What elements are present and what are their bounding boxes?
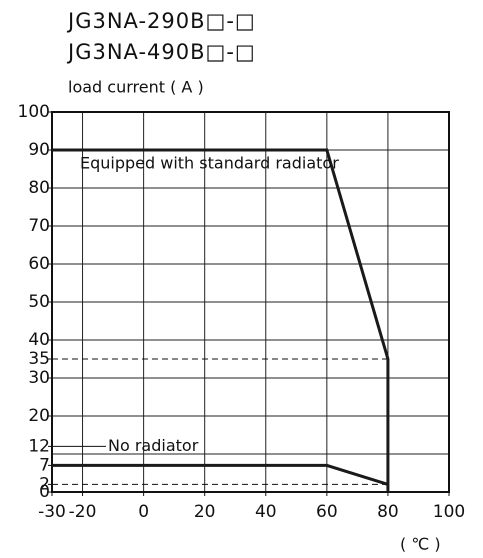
y-tick-label: 30 [28, 368, 50, 388]
y-tick-label: 60 [28, 254, 50, 274]
data-line [52, 463, 389, 486]
x-tick-label: -30 [38, 502, 66, 522]
y-tick-label: 40 [28, 330, 50, 350]
y-tick-label: 100 [18, 102, 50, 122]
x-axis-label: ( ℃ ) [400, 535, 441, 554]
y-tick-label: 7 [39, 455, 50, 475]
title: JG3NA-290B□-□ [66, 9, 256, 33]
x-tick-label: 0 [138, 502, 149, 522]
series-label: No radiator [108, 436, 199, 455]
x-tick-label: 80 [377, 502, 399, 522]
y-tick-label: 20 [28, 406, 50, 426]
x-tick-label: 60 [316, 502, 338, 522]
y-tick-label: 50 [28, 292, 50, 312]
data-line [52, 148, 390, 492]
series-label: Equipped with standard radiator [80, 154, 339, 173]
y-tick-label: 35 [28, 349, 50, 369]
y-tick-label: 70 [28, 216, 50, 236]
x-tick-label: 40 [255, 502, 277, 522]
y-tick-label: 2 [39, 474, 50, 494]
x-tick-label: 100 [433, 502, 465, 522]
x-tick-label: 20 [194, 502, 216, 522]
y-tick-label: 0 [39, 482, 50, 502]
title: JG3NA-490B□-□ [66, 40, 256, 64]
y-axis-label: load current ( A ) [68, 78, 204, 97]
y-tick-label: 80 [28, 178, 50, 198]
x-tick-label: -20 [69, 502, 97, 522]
y-tick-label: 90 [28, 140, 50, 160]
y-tick-label: 12 [28, 436, 50, 456]
